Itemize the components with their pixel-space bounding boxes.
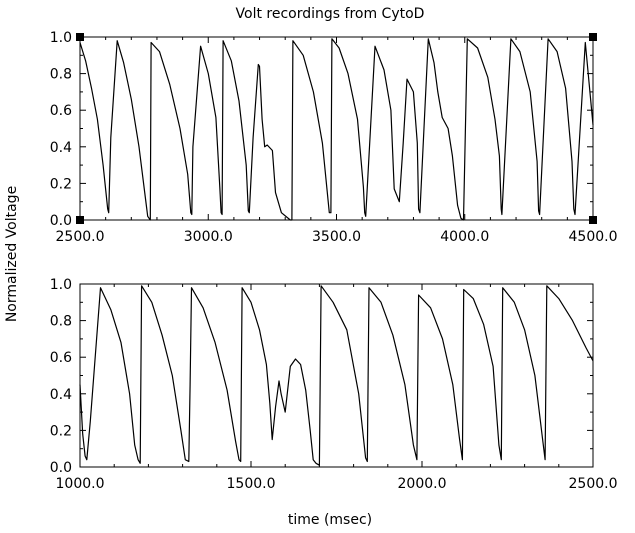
x-tick-label: 2500.0 bbox=[569, 476, 618, 492]
selection-handle bbox=[76, 216, 84, 224]
plot-frame bbox=[79, 36, 594, 221]
chart-panel-1: 0.0 0.2 0.4 0.6 0.8 1.0 2500.0 3000.0 3500.0 4000… bbox=[50, 30, 618, 245]
y-tick-label: 0.8 bbox=[50, 67, 72, 83]
y-tick-label: 0.6 bbox=[50, 350, 72, 366]
y-axis-label: Normalized Voltage bbox=[4, 186, 20, 322]
x-tick-label: 3500.0 bbox=[312, 229, 361, 245]
y-tick-label: 0.6 bbox=[50, 103, 72, 119]
x-tick-label: 1500.0 bbox=[227, 476, 276, 492]
x-tick-label: 4000.0 bbox=[440, 229, 489, 245]
plots-layer: 0.0 0.2 0.4 0.6 0.8 1.0 2500.0 3000.0 3500.0 4000… bbox=[50, 30, 618, 492]
y-tick-label: 1.0 bbox=[50, 277, 72, 293]
y-tick-label: 0.2 bbox=[50, 176, 72, 192]
x-tick-label: 2000.0 bbox=[398, 476, 447, 492]
x-tick-label: 4500.0 bbox=[569, 229, 618, 245]
voltage-trace-1 bbox=[79, 285, 594, 466]
y-tick-label: 0.0 bbox=[50, 213, 72, 229]
voltage-trace-1 bbox=[79, 38, 594, 221]
y-tick-label: 0.0 bbox=[50, 460, 72, 476]
chart-panel-2: 0.0 0.2 0.4 0.6 0.8 1.0 1000.0 1500.0 2000.0 2500… bbox=[50, 277, 618, 492]
x-tick-label: 3000.0 bbox=[184, 229, 233, 245]
y-tick-label: 0.8 bbox=[50, 314, 72, 330]
x-tick-label: 2500.0 bbox=[56, 229, 105, 245]
figure-title: Volt recordings from CytoD bbox=[236, 6, 425, 22]
plot-frame bbox=[79, 283, 594, 468]
y-tick-label: 0.2 bbox=[50, 423, 72, 439]
y-tick-label: 0.4 bbox=[50, 140, 72, 156]
y-tick-label: 1.0 bbox=[50, 30, 72, 46]
selection-handle bbox=[76, 33, 84, 41]
x-axis-label: time (msec) bbox=[288, 512, 372, 528]
selection-handle bbox=[589, 216, 597, 224]
selection-handle bbox=[589, 33, 597, 41]
x-tick-label: 1000.0 bbox=[56, 476, 105, 492]
y-tick-label: 0.4 bbox=[50, 387, 72, 403]
